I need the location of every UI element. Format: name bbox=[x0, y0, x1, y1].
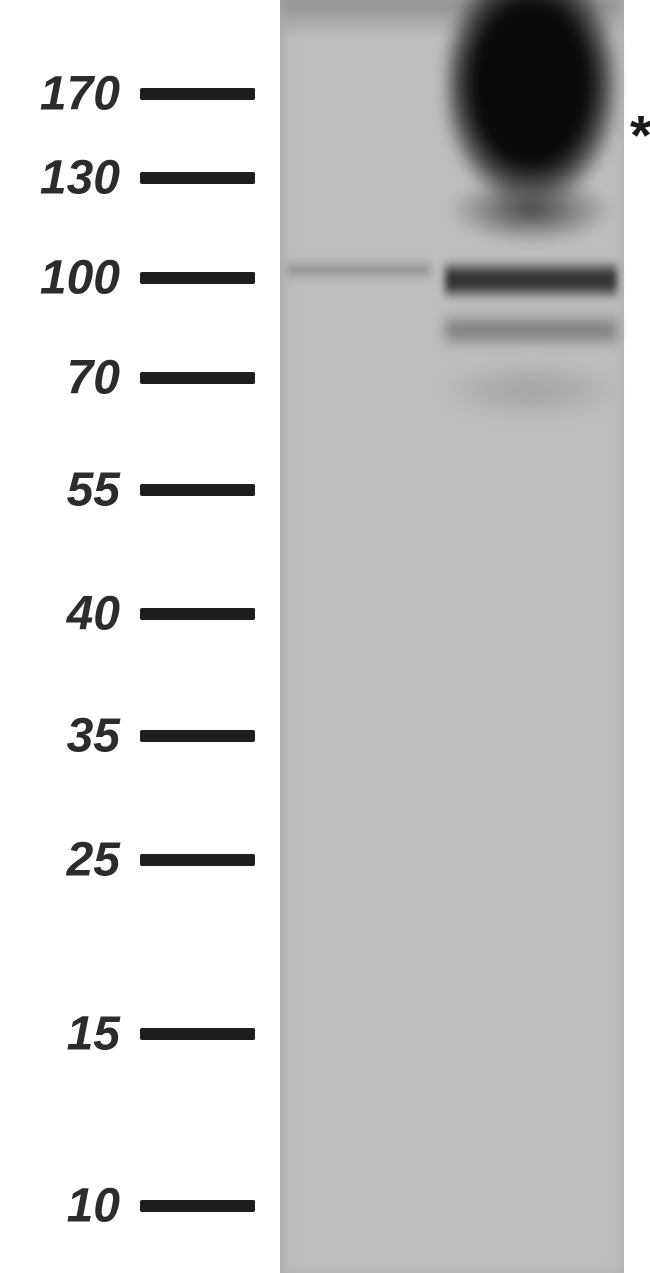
mw-tick-10 bbox=[140, 1200, 255, 1212]
band-100kda-faint bbox=[287, 260, 431, 280]
mw-label-100: 100 bbox=[40, 251, 120, 306]
mw-tick-15 bbox=[140, 1028, 255, 1040]
mw-tick-55 bbox=[140, 484, 255, 496]
mw-label-15: 15 bbox=[67, 1007, 120, 1062]
mw-tick-70 bbox=[140, 372, 255, 384]
blot-membrane bbox=[280, 0, 624, 1273]
band-70kda-haze bbox=[445, 360, 617, 420]
lane-2-sample bbox=[445, 0, 617, 1273]
mw-tick-25 bbox=[140, 854, 255, 866]
mw-tick-170 bbox=[140, 88, 255, 100]
band-below-100-faint bbox=[445, 313, 617, 347]
mw-tick-100 bbox=[140, 272, 255, 284]
band-100kda bbox=[445, 260, 617, 300]
target-band-asterisk: * bbox=[630, 103, 650, 168]
mw-label-170: 170 bbox=[40, 67, 120, 122]
mw-label-10: 10 bbox=[67, 1179, 120, 1234]
mw-label-70: 70 bbox=[67, 351, 120, 406]
mw-tick-40 bbox=[140, 608, 255, 620]
mw-label-25: 25 bbox=[67, 833, 120, 888]
band-130kda-shoulder bbox=[445, 175, 617, 245]
mw-label-130: 130 bbox=[40, 151, 120, 206]
mw-label-35: 35 bbox=[67, 709, 120, 764]
mw-label-55: 55 bbox=[67, 463, 120, 518]
mw-tick-130 bbox=[140, 172, 255, 184]
mw-tick-35 bbox=[140, 730, 255, 742]
mw-label-40: 40 bbox=[67, 587, 120, 642]
lane-1-control bbox=[287, 0, 431, 1273]
western-blot-figure: 170 130 100 70 55 40 35 25 15 10 * bbox=[0, 0, 650, 1273]
